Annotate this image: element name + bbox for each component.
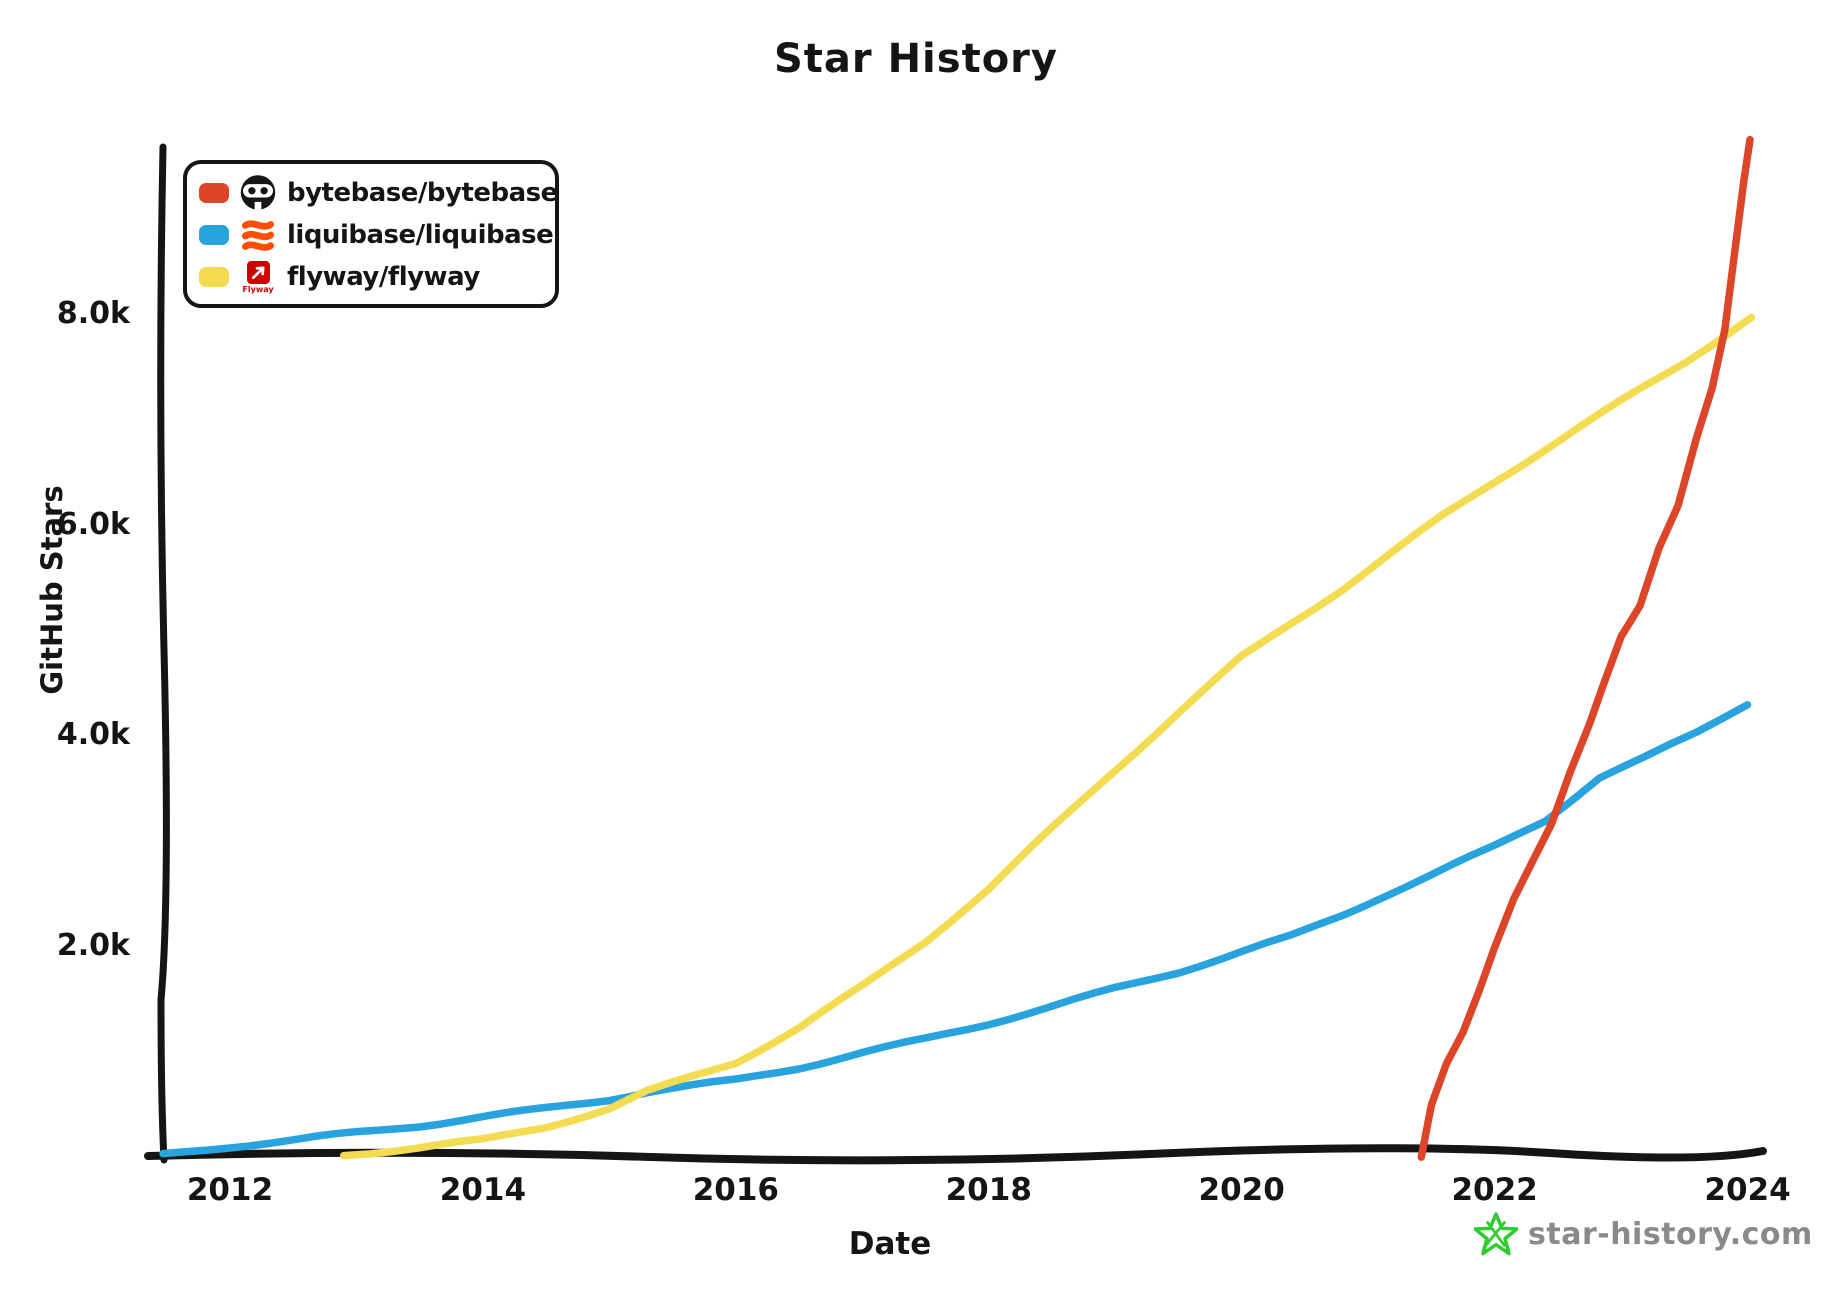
legend-item-bytebase: bytebase/bytebase (199, 172, 558, 214)
y-tick-2.0k: 2.0k (56, 927, 130, 963)
legend-label: flyway/flyway (287, 262, 480, 292)
legend: bytebase/bytebase liquibase/liquibase (183, 160, 559, 308)
liquibase-color-swatch (199, 225, 229, 245)
x-tick-2016: 2016 (692, 1172, 779, 1208)
flyway-logo-icon: Flyway (235, 260, 281, 294)
flyway-wordmark: Flyway (242, 285, 274, 294)
x-tick-2012: 2012 (186, 1172, 274, 1208)
legend-label: liquibase/liquibase (287, 220, 554, 250)
legend-item-flyway: Flyway flyway/flyway (199, 256, 555, 298)
x-tick-2024: 2024 (1704, 1172, 1791, 1208)
flyway-color-swatch (199, 267, 229, 287)
series-lines (159, 135, 1756, 1161)
y-tick-8.0k: 8.0k (56, 296, 130, 331)
page-title: Star History (774, 36, 1058, 82)
y-axis-title: GitHub Stars (35, 485, 69, 695)
series-line-bytebase (1417, 135, 1754, 1161)
liquibase-logo-icon (235, 216, 281, 254)
y-axis-line (157, 143, 170, 1164)
y-tick-4.0k: 4.0k (56, 717, 130, 752)
y-tick-6.0k: 6.0k (56, 506, 130, 542)
x-tick-2020: 2020 (1198, 1172, 1285, 1208)
star-doodle-icon (1474, 1212, 1518, 1256)
series-line-liquibase (159, 701, 1752, 1158)
series-line-flyway (340, 313, 1756, 1160)
bytebase-logo-icon (235, 173, 281, 213)
x-axis-line (144, 1144, 1767, 1165)
legend-item-liquibase: liquibase/liquibase (199, 214, 555, 256)
x-tick-2022: 2022 (1451, 1172, 1538, 1208)
x-tick-2014: 2014 (439, 1172, 527, 1208)
legend-label: bytebase/bytebase (287, 178, 558, 208)
brand-text: star-history.com (1528, 1216, 1813, 1252)
x-tick-2018: 2018 (945, 1172, 1032, 1208)
watermark: star-history.com (1474, 1212, 1813, 1256)
x-axis-title: Date (848, 1226, 932, 1262)
bytebase-color-swatch (199, 183, 229, 203)
